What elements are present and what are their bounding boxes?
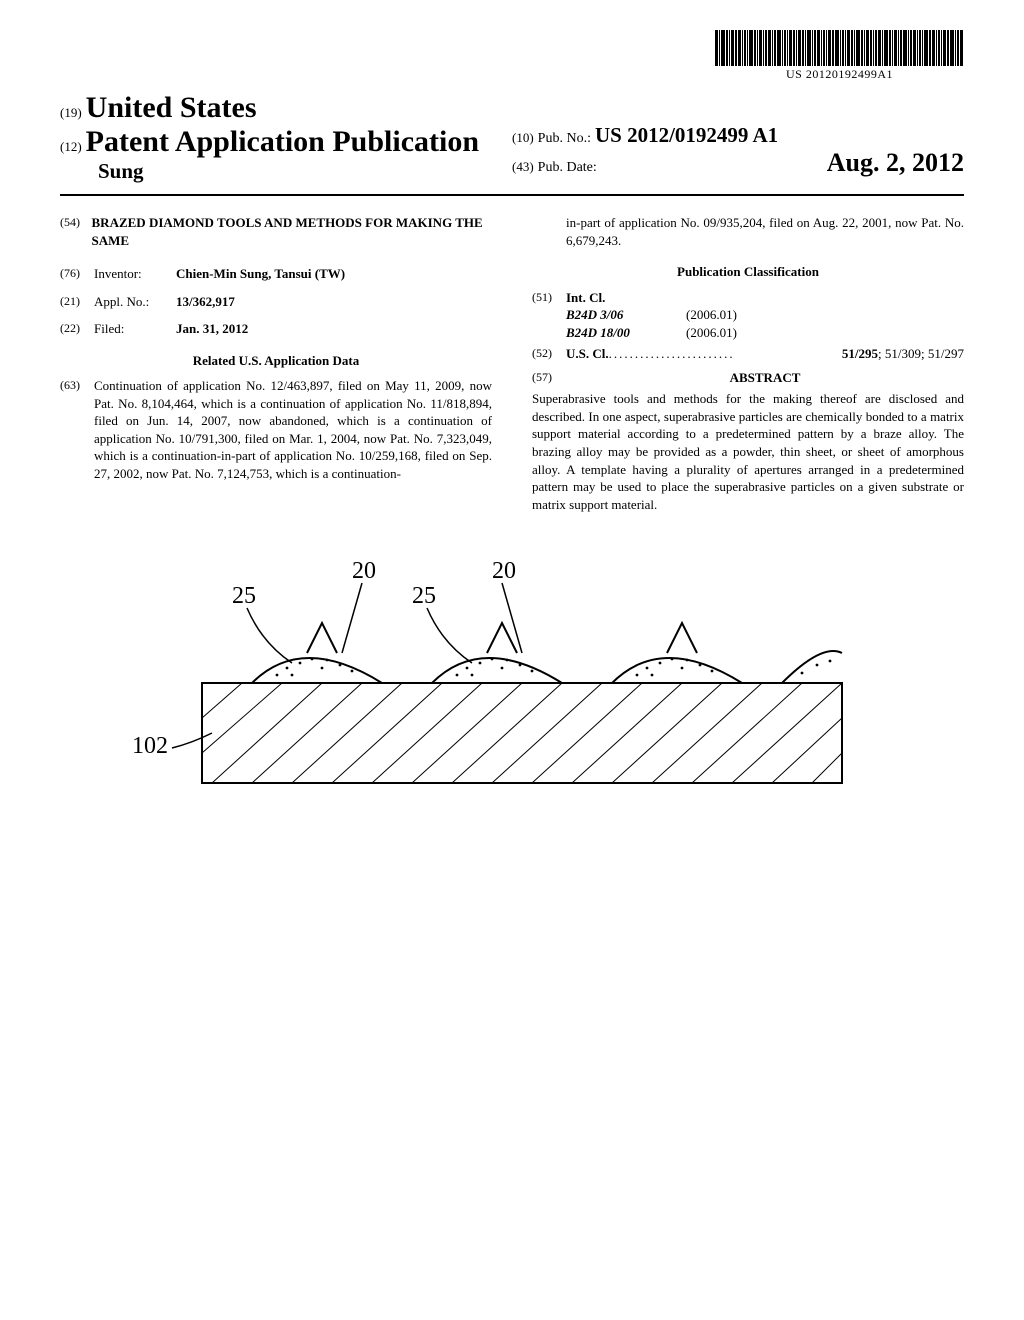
field-51-num: (51) (532, 289, 566, 307)
abstract-text: Superabrasive tools and methods for the … (532, 390, 964, 513)
patent-page: US 20120192499A1 (19) United States (12)… (0, 0, 1024, 843)
figure-svg: 20 20 25 25 102 (122, 553, 902, 813)
field-63-text: Continuation of application No. 12/463,8… (94, 377, 492, 482)
pub-date-value: Aug. 2, 2012 (827, 148, 964, 178)
field-21: (21) Appl. No.: 13/362,917 (60, 293, 492, 311)
pub-no-line: (10) Pub. No.: US 2012/0192499 A1 (512, 123, 964, 148)
field-76-label: Inventor: (94, 265, 176, 283)
fig-label-102: 102 (132, 733, 168, 759)
field-22-label: Filed: (94, 320, 176, 338)
field-21-value: 13/362,917 (176, 293, 235, 311)
divider (60, 194, 964, 196)
header-right: (10) Pub. No.: US 2012/0192499 A1 (43) P… (512, 91, 964, 178)
uscl-label: U.S. Cl. (566, 346, 609, 361)
intcl-ver-0: (2006.01) (686, 306, 737, 324)
field-51: (51) Int. Cl. (532, 289, 964, 307)
appl-no: 13/362,917 (176, 294, 235, 309)
uscl-rest: ; 51/309; 51/297 (878, 346, 964, 361)
field-57: (57) ABSTRACT (532, 369, 964, 387)
intcl-row-0: B24D 3/06 (2006.01) (566, 306, 964, 324)
field-51-label: Int. Cl. (566, 289, 605, 307)
field-52-num: (52) (532, 345, 566, 363)
uscl-main: 51/295 (842, 346, 878, 361)
country: United States (86, 91, 257, 124)
header-left: (19) United States (12) Patent Applicati… (60, 91, 512, 184)
field-52-label: U.S. Cl. (566, 345, 609, 363)
classification-heading: Publication Classification (532, 263, 964, 281)
prefix-10: (10) (512, 130, 534, 145)
pub-date-line: (43) Pub. Date: Aug. 2, 2012 (512, 148, 964, 178)
publication-line: (12) Patent Application Publication (60, 125, 512, 159)
abstract-label: ABSTRACT (566, 369, 964, 387)
substrate-hatch (202, 683, 842, 783)
related-heading: Related U.S. Application Data (60, 352, 492, 370)
fig-label-20b: 20 (492, 558, 516, 584)
header: (19) United States (12) Patent Applicati… (60, 91, 964, 184)
pub-no-label: Pub. No.: (538, 131, 591, 146)
filed-date: Jan. 31, 2012 (176, 321, 248, 336)
pub-no-value: US 2012/0192499 A1 (595, 123, 778, 147)
barcode-block: US 20120192499A1 (60, 30, 964, 83)
field-63-num: (63) (60, 377, 94, 482)
intcl-ver-1: (2006.01) (686, 324, 737, 342)
mound-1 (252, 623, 382, 683)
intcl-code-1: B24D 18/00 (566, 324, 686, 342)
prefix-12: (12) (60, 139, 82, 154)
intcl-table: B24D 3/06 (2006.01) B24D 18/00 (2006.01) (566, 306, 964, 341)
patent-figure: 20 20 25 25 102 (122, 553, 902, 813)
fig-label-20a: 20 (352, 558, 376, 584)
fig-label-25a: 25 (232, 583, 256, 609)
field-54-num: (54) (60, 214, 92, 249)
intcl-code-0: B24D 3/06 (566, 306, 686, 324)
field-76: (76) Inventor: Chien-Min Sung, Tansui (T… (60, 265, 492, 283)
field-21-label: Appl. No.: (94, 293, 176, 311)
left-column: (54) BRAZED DIAMOND TOOLS AND METHODS FO… (60, 214, 492, 513)
field-54-title: BRAZED DIAMOND TOOLS AND METHODS FOR MAK… (92, 214, 492, 249)
intcl-label: Int. Cl. (566, 290, 605, 305)
leader-25a (247, 608, 292, 663)
mound-4 (782, 651, 842, 683)
intcl-row-1: B24D 18/00 (2006.01) (566, 324, 964, 342)
publication-title: Patent Application Publication (86, 125, 479, 158)
field-57-num: (57) (532, 369, 566, 387)
mound-2 (432, 623, 562, 683)
field-76-num: (76) (60, 265, 94, 283)
uscl-dots: ........................ (609, 345, 842, 363)
field-21-num: (21) (60, 293, 94, 311)
barcode-lines (715, 30, 964, 66)
country-line: (19) United States (60, 91, 512, 125)
continuation-text: in-part of application No. 09/935,204, f… (566, 214, 964, 249)
field-22: (22) Filed: Jan. 31, 2012 (60, 320, 492, 338)
fig-label-25b: 25 (412, 583, 436, 609)
barcode: US 20120192499A1 (715, 30, 964, 82)
field-52: (52) U.S. Cl. ........................ 5… (532, 345, 964, 363)
right-column: in-part of application No. 09/935,204, f… (532, 214, 964, 513)
field-22-num: (22) (60, 320, 94, 338)
field-63: (63) Continuation of application No. 12/… (60, 377, 492, 482)
uscl-values: 51/295; 51/309; 51/297 (842, 345, 964, 363)
leader-20a (342, 583, 362, 653)
leader-102 (172, 733, 212, 748)
inventor-name: Chien-Min Sung, Tansui (TW) (176, 266, 345, 281)
leader-25b (427, 608, 472, 663)
author: Sung (98, 159, 512, 184)
field-76-value: Chien-Min Sung, Tansui (TW) (176, 265, 345, 283)
prefix-19: (19) (60, 105, 82, 120)
barcode-text: US 20120192499A1 (715, 67, 964, 82)
pub-date-label: Pub. Date: (538, 160, 597, 176)
field-54: (54) BRAZED DIAMOND TOOLS AND METHODS FO… (60, 214, 492, 249)
mound-3 (612, 623, 742, 683)
prefix-43: (43) (512, 159, 534, 175)
field-22-value: Jan. 31, 2012 (176, 320, 248, 338)
body-columns: (54) BRAZED DIAMOND TOOLS AND METHODS FO… (60, 214, 964, 513)
